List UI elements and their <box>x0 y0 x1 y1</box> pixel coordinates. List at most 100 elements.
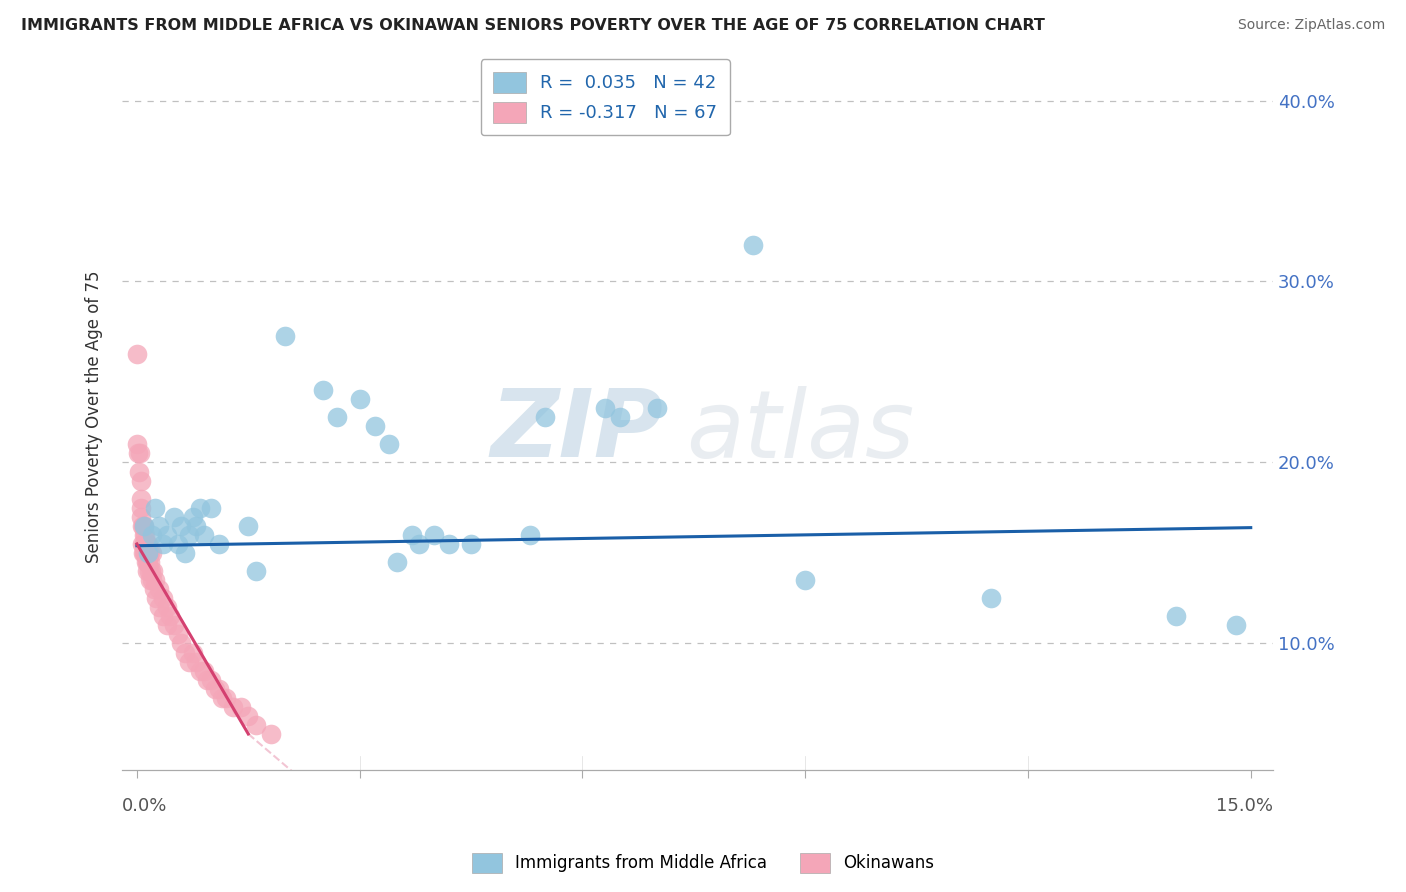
Point <box>131 509 153 524</box>
Point <box>349 392 371 406</box>
Point <box>141 528 163 542</box>
Point <box>229 699 252 714</box>
Point <box>136 564 159 578</box>
Point <box>145 573 167 587</box>
Point <box>155 618 177 632</box>
Point <box>177 655 200 669</box>
Point <box>215 690 238 705</box>
Point <box>311 383 333 397</box>
Point <box>245 564 267 578</box>
Point <box>408 537 430 551</box>
Point <box>134 528 156 542</box>
Point <box>136 555 159 569</box>
Text: IMMIGRANTS FROM MIDDLE AFRICA VS OKINAWAN SENIORS POVERTY OVER THE AGE OF 75 COR: IMMIGRANTS FROM MIDDLE AFRICA VS OKINAWA… <box>21 18 1045 33</box>
Point <box>155 528 177 542</box>
Point <box>188 664 211 678</box>
Point <box>742 238 765 252</box>
Point <box>385 555 408 569</box>
Point <box>145 591 167 606</box>
Point <box>152 537 174 551</box>
Point <box>437 537 460 551</box>
Point <box>163 618 186 632</box>
Point <box>166 627 188 641</box>
Point <box>245 718 267 732</box>
Point <box>174 546 197 560</box>
Point <box>141 573 163 587</box>
Point <box>135 555 157 569</box>
Point <box>460 537 482 551</box>
Point <box>274 328 297 343</box>
Point <box>129 474 152 488</box>
Text: ZIP: ZIP <box>491 385 664 477</box>
Point <box>159 609 181 624</box>
Point <box>170 518 193 533</box>
Point <box>204 681 226 696</box>
Point <box>136 546 159 560</box>
Point <box>128 465 150 479</box>
Point <box>645 401 668 416</box>
Point <box>127 446 149 460</box>
Point <box>129 500 152 515</box>
Point <box>148 600 170 615</box>
Point <box>132 528 155 542</box>
Point <box>609 410 631 425</box>
Point <box>423 528 446 542</box>
Point <box>134 537 156 551</box>
Point <box>197 673 219 687</box>
Point <box>534 410 557 425</box>
Text: Source: ZipAtlas.com: Source: ZipAtlas.com <box>1237 18 1385 32</box>
Point <box>378 437 401 451</box>
Point <box>174 646 197 660</box>
Point <box>363 419 385 434</box>
Point <box>181 646 204 660</box>
Point <box>139 555 162 569</box>
Point <box>211 690 233 705</box>
Point <box>519 528 541 542</box>
Point <box>207 537 229 551</box>
Point <box>222 699 245 714</box>
Point <box>131 491 153 506</box>
Point <box>177 528 200 542</box>
Point <box>141 546 163 560</box>
Point <box>139 564 162 578</box>
Y-axis label: Seniors Poverty Over the Age of 75: Seniors Poverty Over the Age of 75 <box>86 271 103 564</box>
Point <box>193 528 215 542</box>
Legend: R =  0.035   N = 42, R = -0.317   N = 67: R = 0.035 N = 42, R = -0.317 N = 67 <box>481 59 730 136</box>
Point <box>132 546 155 560</box>
Point <box>142 564 165 578</box>
Point <box>186 655 208 669</box>
Point <box>135 537 157 551</box>
Text: 15.0%: 15.0% <box>1216 797 1272 815</box>
Point <box>135 537 157 551</box>
Point <box>134 518 156 533</box>
Point <box>145 500 167 515</box>
Point <box>132 537 155 551</box>
Text: 0.0%: 0.0% <box>122 797 167 815</box>
Point <box>163 509 186 524</box>
Point <box>143 582 166 596</box>
Point <box>200 673 222 687</box>
Point <box>134 518 156 533</box>
Point <box>200 500 222 515</box>
Point <box>152 591 174 606</box>
Point <box>136 546 159 560</box>
Point <box>148 582 170 596</box>
Point <box>155 600 177 615</box>
Point <box>138 564 160 578</box>
Point <box>131 537 153 551</box>
Point <box>125 437 148 451</box>
Point <box>593 401 616 416</box>
Text: atlas: atlas <box>686 386 914 477</box>
Point <box>1166 609 1188 624</box>
Point <box>980 591 1002 606</box>
Point <box>181 509 204 524</box>
Point <box>152 609 174 624</box>
Point <box>1225 618 1247 632</box>
Point <box>193 664 215 678</box>
Point <box>134 546 156 560</box>
Point <box>138 573 160 587</box>
Point <box>134 546 156 560</box>
Point <box>401 528 423 542</box>
Point <box>135 555 157 569</box>
Point <box>132 518 155 533</box>
